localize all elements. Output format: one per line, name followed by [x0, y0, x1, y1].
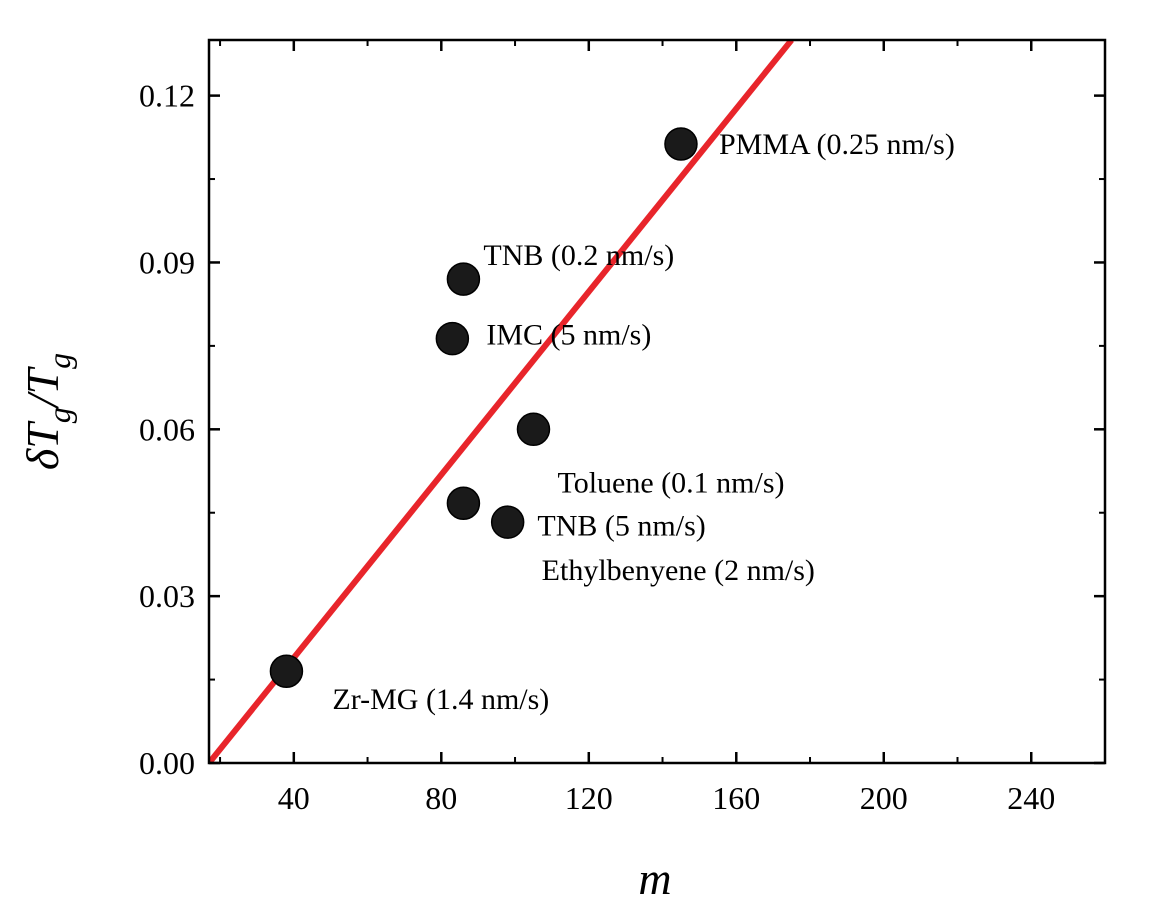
point-label: Toluene (0.1 nm/s) [557, 466, 784, 499]
data-point [446, 262, 481, 296]
y-tick-label: 0.12 [139, 78, 195, 114]
x-tick-label: 200 [860, 780, 908, 816]
point-label: PMMA (0.25 nm/s) [719, 128, 955, 161]
y-axis-title: δTg/Tg [17, 353, 77, 470]
y-axis-title-sub2: g [41, 353, 77, 369]
y-tick-label: 0.09 [139, 244, 195, 280]
point-label: TNB (5 nm/s) [537, 509, 705, 542]
point-label: TNB (0.2 nm/s) [483, 239, 674, 272]
point-label: IMC (5 nm/s) [486, 319, 651, 352]
data-point [664, 127, 698, 161]
x-tick-label: 80 [425, 780, 457, 816]
data-point [269, 654, 304, 688]
tick-labels-layer: 40 80 120 160 200 240 0.00 0.03 0.06 0.09 0.12 [139, 78, 1055, 816]
y-tick-label: 0.00 [139, 745, 195, 781]
point-label: Zr-MG (1.4 nm/s) [332, 683, 549, 716]
data-point [446, 486, 481, 521]
ticks-layer [209, 40, 1106, 765]
x-tick-label: 40 [278, 780, 310, 816]
x-tick-label: 160 [712, 780, 760, 816]
y-axis-title-main: δT [17, 420, 68, 470]
fit-layer [209, 40, 794, 763]
point-label: Ethylbenyene (2 nm/s) [542, 554, 815, 587]
y-tick-label: 0.06 [139, 411, 195, 447]
point-labels-layer: Zr-MG (1.4 nm/s) IMC (5 nm/s) TNB (0.2 nm/… [332, 128, 954, 716]
y-axis-title-sub1: g [41, 407, 77, 423]
y-tick-label: 0.03 [139, 578, 195, 614]
x-axis-title: m [638, 853, 671, 904]
points-layer [269, 127, 698, 688]
x-tick-label: 120 [565, 780, 613, 816]
data-point [490, 505, 525, 539]
x-tick-label: 240 [1007, 780, 1055, 816]
data-point [435, 321, 470, 356]
data-point [516, 412, 551, 447]
y-axis-title-slash: /T [17, 365, 68, 410]
fit-line [209, 40, 794, 763]
plot-frame [207, 38, 1107, 765]
